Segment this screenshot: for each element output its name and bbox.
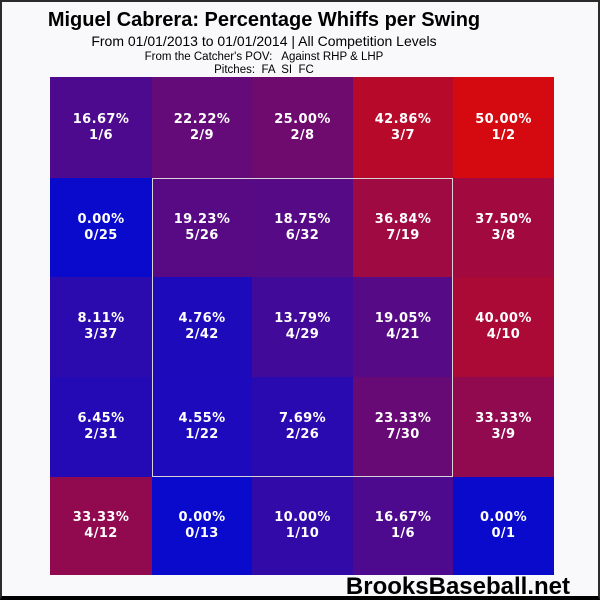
chart-pitches-line: Pitches: FA SI FC — [214, 64, 314, 76]
cell-pct-label: 4.55% — [178, 411, 226, 426]
cell-pct-label: 40.00% — [475, 311, 532, 326]
cell-pct-label: 33.33% — [72, 510, 130, 525]
cell-fraction-label: 2/42 — [185, 327, 219, 342]
cell-pct-label: 37.50% — [475, 211, 532, 227]
cell-pct-label: 16.67% — [374, 510, 432, 525]
cell-fraction-label: 5/26 — [185, 227, 219, 243]
cell-pct-label: 36.84% — [374, 211, 432, 227]
cell-fraction-label: 1/2 — [491, 127, 516, 143]
cell-pct-label: 0.00% — [178, 510, 226, 525]
heatmap-cell: 42.86% 3/7 — [353, 77, 453, 178]
chart-pov-line: From the Catcher's POV: Against RHP & LH… — [144, 51, 384, 63]
brand-watermark: BrooksBaseball.net — [345, 573, 570, 600]
heatmap-cell: 13.79% 4/29 — [252, 277, 353, 377]
cell-fraction-label: 3/9 — [491, 427, 516, 442]
heatmap-cell: 19.23% 5/26 — [152, 178, 252, 277]
cell-fraction-label: 3/8 — [491, 227, 516, 243]
heatmap-cell: 40.00% 4/10 — [453, 277, 554, 377]
cell-pct-label: 0.00% — [479, 510, 528, 525]
whiff-heatmap: 16.67% 1/6 22.22% 2/9 25.00% 2/8 42.86% 3/7 50.0… — [50, 77, 554, 575]
cell-pct-label: 22.22% — [173, 111, 231, 127]
heatmap-cell: 36.84% 7/19 — [353, 178, 453, 277]
cell-pct-label: 18.75% — [274, 211, 331, 227]
cell-fraction-label: 3/7 — [390, 127, 416, 143]
cell-fraction-label: 0/1 — [491, 526, 516, 541]
cell-fraction-label: 0/25 — [84, 227, 118, 243]
heatmap-cell: 0.00% 0/13 — [152, 477, 252, 575]
cell-fraction-label: 4/29 — [285, 327, 320, 342]
cell-fraction-label: 2/26 — [285, 427, 320, 442]
heatmap-cell: 19.05% 4/21 — [353, 277, 453, 377]
cell-fraction-label: 0/13 — [185, 526, 219, 541]
cell-fraction-label: 1/6 — [390, 526, 416, 541]
cell-pct-label: 19.23% — [173, 211, 231, 227]
cell-pct-label: 42.86% — [374, 111, 432, 127]
cell-fraction-label: 7/30 — [386, 427, 420, 442]
cell-fraction-label: 1/10 — [285, 526, 320, 541]
heatmap-cell: 33.33% 4/12 — [50, 477, 152, 575]
heatmap-cell: 0.00% 0/25 — [50, 178, 152, 277]
cell-fraction-label: 2/9 — [189, 127, 215, 143]
heatmap-cell: 16.67% 1/6 — [50, 77, 152, 178]
cell-pct-label: 4.76% — [178, 311, 226, 326]
cell-pct-label: 19.05% — [374, 311, 432, 326]
heatmap-cell: 8.11% 3/37 — [50, 277, 152, 377]
cell-fraction-label: 4/21 — [386, 327, 420, 342]
cell-pct-label: 7.69% — [278, 411, 327, 426]
heatmap-cell: 18.75% 6/32 — [252, 178, 353, 277]
cell-fraction-label: 2/31 — [84, 427, 118, 442]
cell-pct-label: 16.67% — [72, 111, 130, 127]
heatmap-cell: 16.67% 1/6 — [353, 477, 453, 575]
heatmap-cell: 0.00% 0/1 — [453, 477, 554, 575]
heatmap-cell: 7.69% 2/26 — [252, 377, 353, 477]
cell-pct-label: 23.33% — [374, 411, 432, 426]
heatmap-cell: 22.22% 2/9 — [152, 77, 252, 178]
cell-fraction-label: 6/32 — [285, 227, 320, 243]
cell-fraction-label: 4/12 — [84, 526, 118, 541]
chart-header: Miguel Cabrera: Percentage Whiffs per Sw… — [2, 8, 526, 77]
cell-pct-label: 6.45% — [77, 411, 125, 426]
cell-pct-label: 10.00% — [274, 510, 331, 525]
cell-pct-label: 13.79% — [274, 311, 331, 326]
cell-fraction-label: 1/6 — [88, 127, 114, 143]
heatmap-cell: 25.00% 2/8 — [252, 77, 353, 178]
cell-pct-label: 50.00% — [475, 111, 532, 127]
heatmap-cell: 10.00% 1/10 — [252, 477, 353, 575]
heatmap-cell: 4.76% 2/42 — [152, 277, 252, 377]
cell-fraction-label: 1/22 — [185, 427, 219, 442]
cell-pct-label: 0.00% — [77, 211, 125, 227]
heatmap-cell: 33.33% 3/9 — [453, 377, 554, 477]
cell-fraction-label: 3/37 — [84, 327, 118, 342]
heatmap-cell: 37.50% 3/8 — [453, 178, 554, 277]
cell-pct-label: 33.33% — [475, 411, 532, 426]
cell-pct-label: 25.00% — [274, 111, 331, 127]
cell-fraction-label: 4/10 — [486, 327, 521, 342]
heatmap-cell: 6.45% 2/31 — [50, 377, 152, 477]
chart-subtitle: From 01/01/2013 to 01/01/2014 | All Comp… — [91, 33, 437, 49]
chart-title: Miguel Cabrera: Percentage Whiffs per Sw… — [47, 9, 481, 31]
cell-pct-label: 8.11% — [77, 311, 125, 326]
heatmap-cell: 50.00% 1/2 — [453, 77, 554, 178]
heatmap-cell: 4.55% 1/22 — [152, 377, 252, 477]
cell-fraction-label: 7/19 — [386, 227, 420, 243]
heatmap-cell: 23.33% 7/30 — [353, 377, 453, 477]
cell-fraction-label: 2/8 — [290, 127, 315, 143]
